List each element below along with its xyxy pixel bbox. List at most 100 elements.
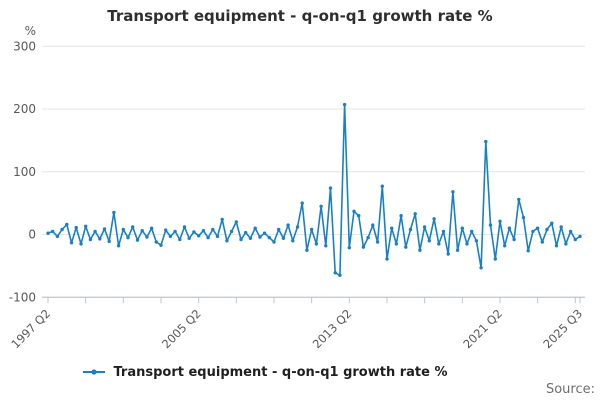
data-point-marker (319, 204, 323, 208)
data-point-marker (79, 242, 83, 246)
data-point-marker (60, 227, 64, 232)
data-point-marker (220, 217, 224, 222)
data-point-marker (140, 229, 144, 233)
data-point-marker (46, 231, 50, 235)
data-point-marker (126, 235, 130, 240)
data-point-marker (291, 239, 295, 243)
data-point-marker (305, 248, 309, 252)
data-point-marker (107, 239, 111, 244)
data-point-marker (441, 229, 446, 234)
data-point-marker (93, 229, 97, 234)
x-tick-label: 2005 Q2 (159, 306, 204, 351)
data-point-marker (112, 210, 116, 215)
data-point-marker (295, 225, 300, 229)
data-point-marker (451, 190, 455, 194)
data-point-marker (159, 243, 163, 247)
data-point-marker (102, 227, 107, 231)
data-point-marker (338, 273, 342, 277)
data-point-marker (390, 226, 394, 230)
data-point-marker (573, 237, 577, 242)
data-point-marker (154, 240, 158, 244)
y-tick-label: 0 (28, 228, 36, 242)
data-point-marker (178, 237, 182, 242)
data-point-marker (408, 227, 413, 232)
data-point-marker (187, 236, 191, 240)
x-tick-label: 2021 Q2 (460, 306, 505, 351)
data-point-marker (211, 227, 215, 232)
data-point-marker (385, 257, 389, 261)
data-point-marker (248, 236, 253, 240)
data-point-marker (493, 257, 497, 261)
y-tick-label: 300 (13, 39, 36, 53)
data-point-marker (474, 239, 479, 243)
data-point-marker (69, 241, 74, 245)
data-point-marker (116, 244, 121, 248)
data-point-marker (149, 226, 154, 230)
data-point-marker (164, 228, 168, 232)
x-tick-label: 1997 Q2 (8, 306, 53, 351)
data-point-marker (74, 225, 78, 230)
data-point-marker (131, 225, 135, 229)
data-point-marker (51, 229, 55, 234)
data-point-marker (197, 234, 201, 238)
data-point-marker (201, 229, 206, 233)
data-point-marker (267, 235, 271, 240)
data-point-marker (568, 229, 573, 234)
data-point-marker (479, 266, 483, 270)
data-point-marker (545, 227, 549, 232)
data-point-marker (427, 239, 431, 243)
data-point-marker (404, 245, 408, 249)
data-point-marker (418, 248, 422, 252)
data-point-marker (225, 239, 229, 243)
data-point-marker (328, 186, 333, 190)
legend: Transport equipment - q-on-q1 growth rat… (0, 363, 530, 381)
data-point-marker (484, 139, 488, 144)
data-point-marker (229, 229, 234, 234)
data-point-marker (465, 242, 469, 246)
data-point-marker (526, 249, 530, 253)
data-point-marker (314, 242, 319, 246)
data-point-marker (366, 235, 370, 240)
data-point-marker (272, 240, 276, 244)
data-point-marker (531, 229, 535, 234)
data-point-marker (121, 227, 126, 232)
data-point-marker (413, 212, 417, 216)
chart-title: Transport equipment - q-on-q1 growth rat… (107, 7, 493, 25)
data-point-marker (517, 197, 521, 202)
data-point-marker (182, 225, 187, 229)
data-point-marker (535, 226, 540, 230)
y-tick-label: 100 (13, 165, 36, 179)
data-point-marker (300, 201, 304, 205)
data-point-marker (422, 225, 427, 229)
data-point-marker (84, 224, 88, 228)
data-point-marker (277, 227, 281, 232)
data-point-marker (215, 234, 220, 239)
data-point-marker (460, 226, 464, 230)
legend-label: Transport equipment - q-on-q1 growth rat… (113, 364, 448, 380)
data-point-marker (98, 237, 102, 241)
data-point-marker (371, 223, 375, 227)
data-point-marker (324, 244, 328, 248)
data-point-marker (432, 217, 436, 221)
data-point-marker (361, 245, 366, 249)
data-point-marker (488, 223, 493, 227)
source-label: Source: (545, 382, 595, 397)
data-point-marker (145, 235, 149, 239)
y-axis-unit-label: % (24, 24, 36, 38)
data-point-marker (437, 242, 441, 246)
data-point-marker (333, 271, 337, 275)
plot-area: 300 200 100 0 -100 1997 Q2 2005 Q2 2013 Q2 2021 … (8, 39, 585, 351)
data-point-marker (192, 230, 196, 234)
data-point-marker (375, 240, 380, 244)
x-tick-label: 2013 Q2 (310, 306, 355, 351)
data-point-marker (234, 220, 238, 224)
data-point-marker (380, 184, 384, 188)
data-point-marker (347, 246, 351, 250)
x-tick-label: 2025 Q3 (540, 306, 585, 351)
data-point-marker (352, 209, 356, 213)
data-point-marker (578, 234, 582, 239)
data-point-marker (521, 215, 526, 220)
data-point-marker (239, 237, 243, 242)
data-point-marker (55, 234, 60, 239)
